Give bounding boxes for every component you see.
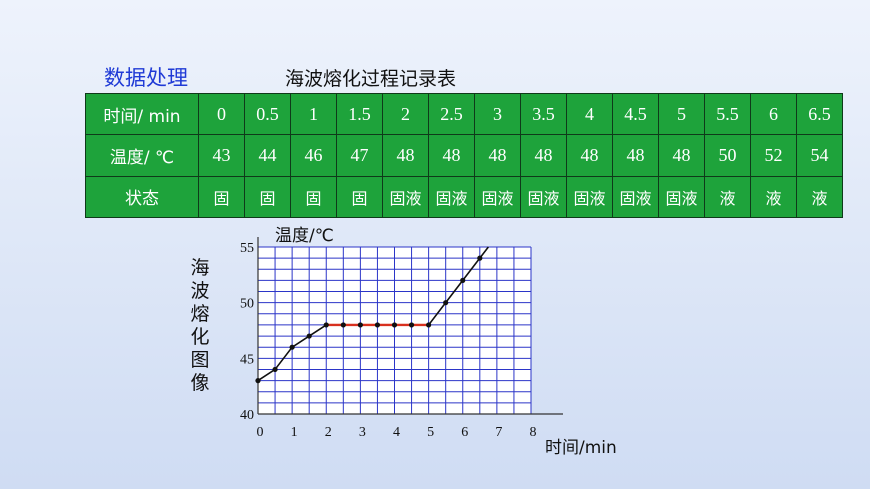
x-tick-label: 8 <box>530 425 537 440</box>
state-cell: 固液 <box>658 175 705 219</box>
temperature-cell: 48 <box>566 134 613 177</box>
state-cell: 固液 <box>382 175 429 219</box>
time-cell: 5 <box>658 92 705 136</box>
temperature-cell: 50 <box>704 134 751 177</box>
time-cell: 2 <box>382 92 429 136</box>
y-tick-label: 50 <box>240 297 254 312</box>
state-cell: 固液 <box>520 175 567 219</box>
x-axis-label: 时间/min <box>545 438 617 458</box>
state-cell: 固 <box>198 175 245 219</box>
temperature-cell: 47 <box>336 134 383 177</box>
data-point <box>408 322 415 328</box>
temperature-cell: 48 <box>612 134 659 177</box>
state-header: 状态 <box>85 175 199 219</box>
time-header: 时间/ min <box>85 92 199 136</box>
data-point <box>357 322 363 328</box>
data-point <box>477 255 483 261</box>
time-cell: 1.5 <box>336 92 383 136</box>
data-point <box>426 322 432 328</box>
data-point <box>272 366 278 373</box>
y-tick-label: 45 <box>240 352 254 367</box>
x-tick-label: 5 <box>427 425 434 440</box>
state-cell: 固 <box>336 175 383 219</box>
data-point <box>323 322 329 328</box>
data-point <box>255 378 261 384</box>
data-point <box>340 322 346 328</box>
record-table: 时间/ min 0 0.5 1 1.5 2 2.5 3 3.5 4 4.5 5 5.5 6 6.5 温度/… <box>85 92 843 219</box>
data-point <box>374 322 381 328</box>
data-point <box>443 300 449 306</box>
x-tick-label: 3 <box>359 425 366 440</box>
state-row: 状态 固固固固固液 固液 固液 固液 固液 固液 固液液液液 <box>85 175 843 219</box>
table-title: 海波熔化过程记录表 <box>285 68 457 90</box>
temperature-cell: 48 <box>428 134 475 177</box>
time-cell: 3.5 <box>520 92 567 136</box>
state-cell: 液 <box>796 175 843 219</box>
x-tick-label: 2 <box>325 425 332 440</box>
state-cell: 固液 <box>566 175 613 219</box>
data-point <box>391 322 398 328</box>
time-cell: 0 <box>198 92 245 136</box>
state-cell: 液 <box>704 175 751 219</box>
time-cell: 4 <box>566 92 613 136</box>
state-cell: 固液 <box>612 175 659 219</box>
time-cell: 1 <box>290 92 337 136</box>
chart-title: 海波熔化图像 <box>190 257 209 394</box>
state-cell: 液 <box>750 175 797 219</box>
time-cell: 0.5 <box>244 92 291 136</box>
x-tick-label: 0 <box>257 425 264 440</box>
state-cell: 固液 <box>474 175 521 219</box>
x-tick-label: 6 <box>461 425 468 440</box>
time-cell: 6.5 <box>796 92 843 136</box>
x-tick-label: 4 <box>393 425 400 440</box>
x-tick-label: 7 <box>495 425 502 440</box>
data-point <box>289 344 295 350</box>
temperature-cell: 52 <box>750 134 797 177</box>
time-cell: 2.5 <box>428 92 475 136</box>
temperature-cell: 48 <box>658 134 705 177</box>
data-point <box>460 277 466 283</box>
data-point <box>306 333 312 339</box>
y-tick-label: 40 <box>240 408 254 423</box>
heading: 数据处理 <box>104 66 188 90</box>
temperature-cell: 48 <box>474 134 521 177</box>
x-tick-label: 1 <box>291 425 298 440</box>
temperature-cell: 46 <box>290 134 337 177</box>
temperature-cell: 48 <box>520 134 567 177</box>
time-cell: 3 <box>474 92 521 136</box>
time-row: 时间/ min 0 0.5 1 1.5 2 2.5 3 3.5 4 4.5 5 5.5 6 6.5 <box>85 92 843 136</box>
temperature-cell: 44 <box>244 134 291 177</box>
y-tick-label: 55 <box>240 241 254 256</box>
temperature-cell: 54 <box>796 134 843 177</box>
temperature-header: 温度/ ℃ <box>85 134 199 177</box>
time-cell: 4.5 <box>612 92 659 136</box>
time-cell: 6 <box>750 92 797 136</box>
y-axis-label: 温度/℃ <box>275 226 334 246</box>
